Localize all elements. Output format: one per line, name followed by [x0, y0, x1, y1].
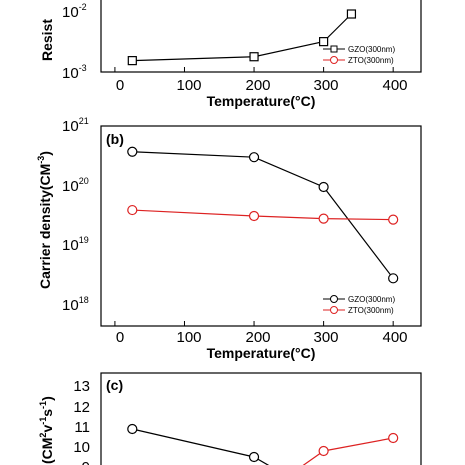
data-point-0-0-0	[127, 56, 137, 66]
panel-b-plot	[114, 146, 399, 326]
panel-a-frame	[100, 0, 422, 73]
panel-b-legend-zto: ZTO(300nm)	[348, 306, 394, 315]
panel-c-ytick-3: 10	[73, 439, 90, 456]
panel-a-ytick-1: 10-3	[62, 63, 87, 82]
panel-a-xtick-2: 200	[245, 77, 270, 94]
series-line-1-1	[132, 209, 394, 221]
data-point-2-0-0	[127, 423, 138, 435]
data-point-1-1-3	[388, 214, 399, 225]
panel-c-plot	[127, 423, 399, 465]
panel-b-xtick-1: 100	[176, 329, 201, 346]
panel-a-xtick-1: 100	[176, 77, 201, 94]
panel-b: (b) 1021 1020 1019 1018 Carrier density(…	[36, 116, 422, 361]
panel-a-legend-zto: ZTO(300nm)	[348, 56, 394, 65]
panel-a-xtick-3: 300	[313, 77, 338, 94]
panel-a: 10-2 10-3 Resist 0 100 200 300 400 Tempe…	[39, 0, 422, 109]
panel-a-plot	[114, 9, 394, 72]
panel-b-ytick-3: 1018	[62, 295, 89, 314]
panel-a-xlabel: Temperature(°C)	[207, 93, 316, 109]
series-line-2-1	[302, 437, 394, 465]
data-point-1-0-0	[127, 146, 138, 157]
panel-c-ytick-2: 11	[74, 419, 90, 436]
data-point-1-0-2	[318, 181, 329, 193]
series-line-2-0	[132, 428, 270, 465]
data-point-0-0-1	[249, 52, 259, 62]
panel-c-ytick-0: 13	[73, 378, 90, 395]
data-point-0-0-2	[319, 37, 329, 47]
panel-a-legend-gzo: GZO(300nm)	[348, 45, 395, 54]
panel-a-ytick-0: 10-2	[62, 2, 87, 21]
panel-b-label: (b)	[106, 131, 124, 147]
panel-b-legend-gzo: GZO(300nm)	[348, 295, 395, 304]
series-line-0-0	[132, 13, 352, 62]
data-point-1-1-1	[248, 210, 260, 222]
panel-c-ylabel: (CM2v-1s-1)	[38, 396, 55, 464]
data-point-1-0-1	[248, 152, 260, 163]
legend-marker-circle	[330, 295, 338, 303]
panel-c-frame	[100, 372, 422, 465]
data-point-1-1-2	[318, 213, 329, 224]
panel-b-ytick-1: 1020	[62, 176, 89, 195]
panel-c-label: (c)	[106, 377, 123, 393]
panel-c-ytick-1: 12	[73, 399, 90, 416]
panel-a-ylabel: Resist	[39, 19, 55, 61]
data-point-1-0-3	[388, 273, 399, 284]
panel-c: (c) 13 12 11 10 9 (CM2v-1s-1)	[38, 372, 422, 465]
panel-b-frame	[100, 125, 422, 327]
data-point-2-1-2	[388, 432, 399, 444]
series-line-1-0	[132, 151, 394, 279]
panel-b-ytick-0: 1021	[62, 116, 89, 135]
data-point-1-1-0	[127, 204, 138, 216]
panel-b-legend: GZO(300nm) ZTO(300nm)	[323, 295, 395, 315]
panel-b-xlabel: Temperature(°C)	[207, 345, 316, 361]
data-point-2-0-1	[248, 451, 260, 463]
panel-b-ylabel: Carrier density(CM-3)	[36, 151, 53, 289]
panel-b-ytick-2: 1019	[62, 235, 89, 254]
data-point-2-1-1	[318, 445, 329, 457]
data-point-0-0-3	[346, 9, 357, 19]
panel-a-xtick-0: 0	[116, 77, 124, 94]
panel-b-xtick-2: 200	[245, 329, 270, 346]
panel-b-xtick-4: 400	[382, 329, 407, 346]
panel-a-legend: GZO(300nm) ZTO(300nm)	[323, 45, 395, 65]
legend-marker-circle	[330, 306, 338, 314]
panel-c-ytick-4: 9	[82, 459, 90, 465]
legend-marker-circle	[330, 56, 338, 64]
panel-b-xtick-3: 300	[313, 329, 338, 346]
legend-marker-square	[330, 45, 338, 53]
panel-b-xtick-0: 0	[116, 329, 124, 346]
panel-a-xtick-4: 400	[382, 77, 407, 94]
